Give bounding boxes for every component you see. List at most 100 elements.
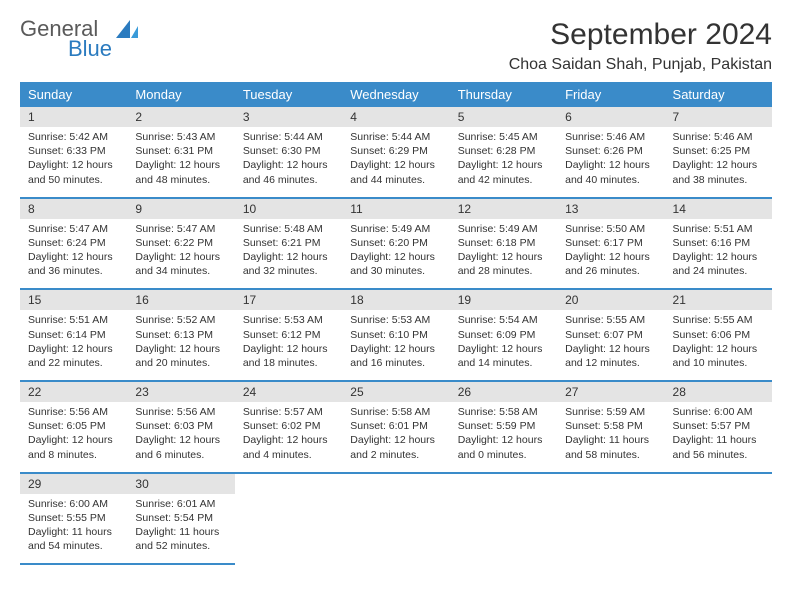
day-number: 14	[665, 199, 772, 219]
day-number: 20	[557, 290, 664, 310]
empty-cell	[665, 473, 772, 565]
day-body: Sunrise: 5:47 AMSunset: 6:22 PMDaylight:…	[127, 219, 234, 289]
day-cell-13: 13Sunrise: 5:50 AMSunset: 6:17 PMDayligh…	[557, 198, 664, 290]
day-body: Sunrise: 5:51 AMSunset: 6:14 PMDaylight:…	[20, 310, 127, 380]
week-row-0: 1Sunrise: 5:42 AMSunset: 6:33 PMDaylight…	[20, 107, 772, 198]
day-cell-4: 4Sunrise: 5:44 AMSunset: 6:29 PMDaylight…	[342, 107, 449, 198]
day-number: 11	[342, 199, 449, 219]
day-number: 27	[557, 382, 664, 402]
day-cell-15: 15Sunrise: 5:51 AMSunset: 6:14 PMDayligh…	[20, 289, 127, 381]
day-cell-29: 29Sunrise: 6:00 AMSunset: 5:55 PMDayligh…	[20, 473, 127, 565]
weekday-tuesday: Tuesday	[235, 82, 342, 107]
week-row-2: 15Sunrise: 5:51 AMSunset: 6:14 PMDayligh…	[20, 289, 772, 381]
location: Choa Saidan Shah, Punjab, Pakistan	[509, 56, 772, 74]
day-cell-2: 2Sunrise: 5:43 AMSunset: 6:31 PMDaylight…	[127, 107, 234, 198]
day-cell-18: 18Sunrise: 5:53 AMSunset: 6:10 PMDayligh…	[342, 289, 449, 381]
week-row-4: 29Sunrise: 6:00 AMSunset: 5:55 PMDayligh…	[20, 473, 772, 565]
day-number: 13	[557, 199, 664, 219]
day-body: Sunrise: 5:43 AMSunset: 6:31 PMDaylight:…	[127, 127, 234, 197]
day-number: 5	[450, 107, 557, 127]
weekday-sunday: Sunday	[20, 82, 127, 107]
day-number: 9	[127, 199, 234, 219]
day-cell-26: 26Sunrise: 5:58 AMSunset: 5:59 PMDayligh…	[450, 381, 557, 473]
day-number: 23	[127, 382, 234, 402]
brand-word-b: Blue	[68, 38, 112, 60]
day-body: Sunrise: 5:42 AMSunset: 6:33 PMDaylight:…	[20, 127, 127, 197]
day-cell-12: 12Sunrise: 5:49 AMSunset: 6:18 PMDayligh…	[450, 198, 557, 290]
day-body: Sunrise: 5:55 AMSunset: 6:07 PMDaylight:…	[557, 310, 664, 380]
day-cell-5: 5Sunrise: 5:45 AMSunset: 6:28 PMDaylight…	[450, 107, 557, 198]
day-cell-14: 14Sunrise: 5:51 AMSunset: 6:16 PMDayligh…	[665, 198, 772, 290]
day-number: 15	[20, 290, 127, 310]
day-number: 4	[342, 107, 449, 127]
day-number: 22	[20, 382, 127, 402]
day-body: Sunrise: 5:44 AMSunset: 6:29 PMDaylight:…	[342, 127, 449, 197]
empty-cell	[235, 473, 342, 565]
day-cell-3: 3Sunrise: 5:44 AMSunset: 6:30 PMDaylight…	[235, 107, 342, 198]
calendar-table: SundayMondayTuesdayWednesdayThursdayFrid…	[20, 82, 772, 565]
day-body: Sunrise: 5:49 AMSunset: 6:18 PMDaylight:…	[450, 219, 557, 289]
weekday-row: SundayMondayTuesdayWednesdayThursdayFrid…	[20, 82, 772, 107]
day-number: 28	[665, 382, 772, 402]
day-cell-11: 11Sunrise: 5:49 AMSunset: 6:20 PMDayligh…	[342, 198, 449, 290]
day-body: Sunrise: 5:47 AMSunset: 6:24 PMDaylight:…	[20, 219, 127, 289]
day-body: Sunrise: 5:55 AMSunset: 6:06 PMDaylight:…	[665, 310, 772, 380]
day-cell-1: 1Sunrise: 5:42 AMSunset: 6:33 PMDaylight…	[20, 107, 127, 198]
week-row-3: 22Sunrise: 5:56 AMSunset: 6:05 PMDayligh…	[20, 381, 772, 473]
day-body: Sunrise: 5:53 AMSunset: 6:10 PMDaylight:…	[342, 310, 449, 380]
day-number: 17	[235, 290, 342, 310]
day-body: Sunrise: 5:48 AMSunset: 6:21 PMDaylight:…	[235, 219, 342, 289]
weekday-saturday: Saturday	[665, 82, 772, 107]
day-number: 19	[450, 290, 557, 310]
day-cell-21: 21Sunrise: 5:55 AMSunset: 6:06 PMDayligh…	[665, 289, 772, 381]
day-body: Sunrise: 5:46 AMSunset: 6:26 PMDaylight:…	[557, 127, 664, 197]
day-cell-8: 8Sunrise: 5:47 AMSunset: 6:24 PMDaylight…	[20, 198, 127, 290]
day-number: 2	[127, 107, 234, 127]
day-number: 8	[20, 199, 127, 219]
day-number: 18	[342, 290, 449, 310]
day-cell-16: 16Sunrise: 5:52 AMSunset: 6:13 PMDayligh…	[127, 289, 234, 381]
calendar-body: 1Sunrise: 5:42 AMSunset: 6:33 PMDaylight…	[20, 107, 772, 564]
day-cell-23: 23Sunrise: 5:56 AMSunset: 6:03 PMDayligh…	[127, 381, 234, 473]
day-number: 10	[235, 199, 342, 219]
day-cell-28: 28Sunrise: 6:00 AMSunset: 5:57 PMDayligh…	[665, 381, 772, 473]
weekday-thursday: Thursday	[450, 82, 557, 107]
empty-cell	[450, 473, 557, 565]
day-cell-27: 27Sunrise: 5:59 AMSunset: 5:58 PMDayligh…	[557, 381, 664, 473]
day-cell-9: 9Sunrise: 5:47 AMSunset: 6:22 PMDaylight…	[127, 198, 234, 290]
brand-text: General Blue	[20, 18, 112, 60]
day-body: Sunrise: 5:56 AMSunset: 6:03 PMDaylight:…	[127, 402, 234, 472]
day-number: 24	[235, 382, 342, 402]
day-number: 7	[665, 107, 772, 127]
day-cell-22: 22Sunrise: 5:56 AMSunset: 6:05 PMDayligh…	[20, 381, 127, 473]
day-body: Sunrise: 5:58 AMSunset: 5:59 PMDaylight:…	[450, 402, 557, 472]
day-body: Sunrise: 6:01 AMSunset: 5:54 PMDaylight:…	[127, 494, 234, 564]
day-body: Sunrise: 5:53 AMSunset: 6:12 PMDaylight:…	[235, 310, 342, 380]
day-body: Sunrise: 5:51 AMSunset: 6:16 PMDaylight:…	[665, 219, 772, 289]
day-number: 3	[235, 107, 342, 127]
empty-cell	[342, 473, 449, 565]
day-body: Sunrise: 5:50 AMSunset: 6:17 PMDaylight:…	[557, 219, 664, 289]
day-body: Sunrise: 6:00 AMSunset: 5:57 PMDaylight:…	[665, 402, 772, 472]
day-body: Sunrise: 5:49 AMSunset: 6:20 PMDaylight:…	[342, 219, 449, 289]
header: General Blue September 2024 Choa Saidan …	[20, 18, 772, 74]
day-cell-30: 30Sunrise: 6:01 AMSunset: 5:54 PMDayligh…	[127, 473, 234, 565]
day-body: Sunrise: 5:44 AMSunset: 6:30 PMDaylight:…	[235, 127, 342, 197]
day-cell-6: 6Sunrise: 5:46 AMSunset: 6:26 PMDaylight…	[557, 107, 664, 198]
sail-icon	[116, 20, 142, 40]
day-body: Sunrise: 5:56 AMSunset: 6:05 PMDaylight:…	[20, 402, 127, 472]
title-block: September 2024 Choa Saidan Shah, Punjab,…	[509, 18, 772, 74]
day-body: Sunrise: 5:45 AMSunset: 6:28 PMDaylight:…	[450, 127, 557, 197]
day-body: Sunrise: 5:59 AMSunset: 5:58 PMDaylight:…	[557, 402, 664, 472]
day-number: 29	[20, 474, 127, 494]
day-number: 26	[450, 382, 557, 402]
day-body: Sunrise: 5:54 AMSunset: 6:09 PMDaylight:…	[450, 310, 557, 380]
week-row-1: 8Sunrise: 5:47 AMSunset: 6:24 PMDaylight…	[20, 198, 772, 290]
brand-logo: General Blue	[20, 18, 142, 60]
day-number: 25	[342, 382, 449, 402]
day-body: Sunrise: 5:46 AMSunset: 6:25 PMDaylight:…	[665, 127, 772, 197]
day-cell-25: 25Sunrise: 5:58 AMSunset: 6:01 PMDayligh…	[342, 381, 449, 473]
weekday-wednesday: Wednesday	[342, 82, 449, 107]
empty-cell	[557, 473, 664, 565]
day-body: Sunrise: 6:00 AMSunset: 5:55 PMDaylight:…	[20, 494, 127, 564]
